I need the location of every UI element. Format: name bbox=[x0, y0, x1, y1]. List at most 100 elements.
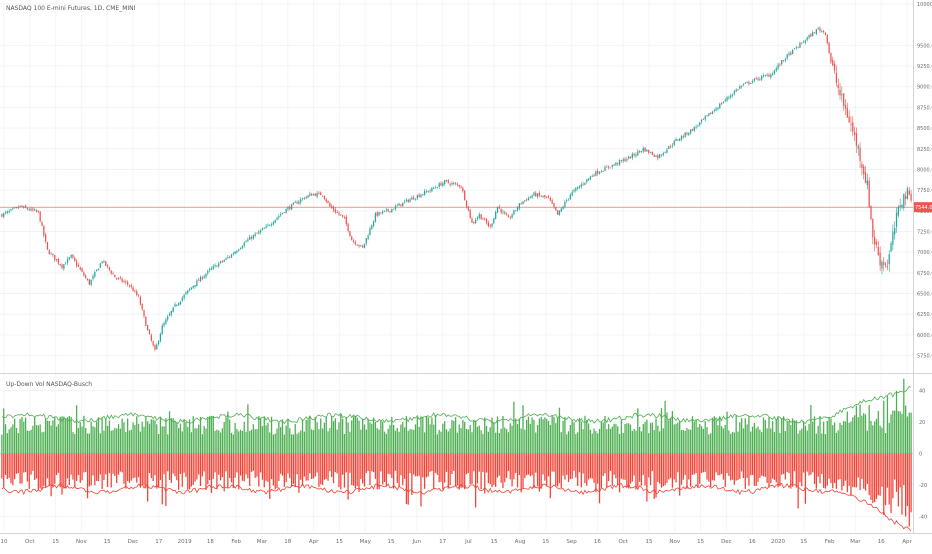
down-volume-bar bbox=[343, 453, 346, 488]
candle-body bbox=[835, 72, 838, 83]
candle-body bbox=[108, 267, 111, 270]
candle-body bbox=[187, 290, 189, 294]
down-volume-bar bbox=[573, 453, 575, 471]
candle-body bbox=[611, 164, 613, 167]
up-volume-bar bbox=[881, 427, 883, 454]
down-volume-bar bbox=[659, 453, 661, 484]
candle-body bbox=[832, 59, 834, 66]
up-volume-bar bbox=[474, 420, 477, 454]
candle-body bbox=[15, 207, 18, 208]
down-volume-bar bbox=[651, 453, 654, 472]
up-volume-bar bbox=[833, 422, 836, 454]
up-volume-bar bbox=[695, 419, 697, 454]
up-volume-bar bbox=[890, 414, 892, 454]
candle-body bbox=[343, 217, 346, 219]
candle-body bbox=[617, 163, 619, 165]
down-volume-bar bbox=[332, 453, 335, 484]
down-volume-bar bbox=[489, 453, 491, 485]
up-volume-bar bbox=[17, 433, 19, 454]
candle-body bbox=[378, 212, 380, 216]
up-volume-bar bbox=[582, 429, 584, 454]
price-tick-label: 8250.00 bbox=[917, 147, 932, 153]
up-volume-bar bbox=[362, 418, 364, 454]
candle-body bbox=[675, 139, 677, 141]
candle-body bbox=[866, 180, 868, 186]
candle-body bbox=[786, 54, 788, 59]
candle-body bbox=[597, 170, 599, 174]
candle-body bbox=[886, 266, 889, 268]
up-volume-bar bbox=[533, 419, 535, 454]
candle-body bbox=[431, 187, 433, 192]
down-volume-bar bbox=[393, 453, 395, 489]
up-volume-bar bbox=[208, 416, 211, 454]
candle-body bbox=[533, 192, 535, 196]
candle-body bbox=[903, 193, 905, 208]
candle-body bbox=[254, 233, 256, 236]
candle-body bbox=[640, 150, 643, 153]
candle-body bbox=[553, 202, 555, 208]
candle-body bbox=[59, 263, 61, 266]
candle-body bbox=[57, 258, 60, 264]
down-volume-bar bbox=[178, 453, 180, 490]
down-volume-bar bbox=[300, 453, 302, 480]
candle-body bbox=[12, 208, 14, 210]
up-volume-bar bbox=[495, 432, 497, 454]
down-volume-bar bbox=[296, 453, 298, 475]
up-volume-bar bbox=[32, 425, 34, 454]
up-volume-bar bbox=[43, 431, 45, 454]
candle-body bbox=[485, 219, 488, 223]
up-volume-bar bbox=[536, 424, 539, 454]
candle-body bbox=[516, 207, 519, 211]
down-volume-bar bbox=[810, 453, 812, 475]
down-volume-bar bbox=[440, 453, 442, 482]
down-volume-bar bbox=[571, 453, 573, 479]
candle-body bbox=[593, 175, 595, 176]
down-volume-bar bbox=[695, 453, 697, 474]
down-volume-bar bbox=[761, 453, 763, 476]
down-volume-bar bbox=[385, 453, 387, 487]
up-volume-bar bbox=[136, 416, 138, 454]
price-tick-label: 8000.00 bbox=[917, 167, 932, 173]
candle-body bbox=[341, 215, 344, 217]
up-volume-bar bbox=[516, 424, 519, 454]
down-volume-bar bbox=[673, 453, 675, 480]
down-volume-bar bbox=[141, 453, 143, 485]
candle-body bbox=[821, 30, 823, 32]
down-volume-bar bbox=[290, 453, 293, 487]
time-tick-label: 15 bbox=[388, 539, 395, 545]
up-volume-bar bbox=[591, 433, 593, 454]
up-volume-bar bbox=[731, 431, 734, 454]
candle-body bbox=[631, 154, 633, 158]
time-tick-label: 15 bbox=[697, 539, 704, 545]
candle-body bbox=[365, 238, 367, 244]
up-volume-bar bbox=[170, 418, 172, 454]
candle-body bbox=[214, 265, 216, 267]
candle-body bbox=[447, 180, 449, 183]
up-volume-bar bbox=[649, 423, 652, 454]
candle-body bbox=[75, 261, 78, 266]
up-volume-bar bbox=[484, 417, 486, 454]
candle-body bbox=[801, 42, 803, 44]
candle-body bbox=[753, 78, 756, 81]
candle-body bbox=[241, 246, 244, 249]
down-volume-bar bbox=[207, 453, 209, 485]
candle-body bbox=[225, 258, 227, 260]
candle-body bbox=[509, 217, 511, 219]
candle-body bbox=[274, 219, 276, 223]
down-volume-bar bbox=[167, 453, 169, 472]
candle-body bbox=[374, 213, 377, 222]
down-volume-bar bbox=[216, 453, 218, 490]
candle-body bbox=[414, 198, 417, 200]
down-volume-bar bbox=[762, 453, 765, 477]
down-volume-bar bbox=[500, 453, 502, 483]
up-volume-bar bbox=[418, 426, 420, 454]
up-volume-bar bbox=[522, 405, 524, 454]
up-volume-bar bbox=[790, 424, 792, 454]
down-volume-bar bbox=[199, 453, 202, 487]
up-volume-bar bbox=[817, 425, 819, 454]
candle-body bbox=[294, 202, 296, 203]
up-volume-bar bbox=[801, 428, 803, 454]
down-volume-bar bbox=[30, 453, 32, 475]
